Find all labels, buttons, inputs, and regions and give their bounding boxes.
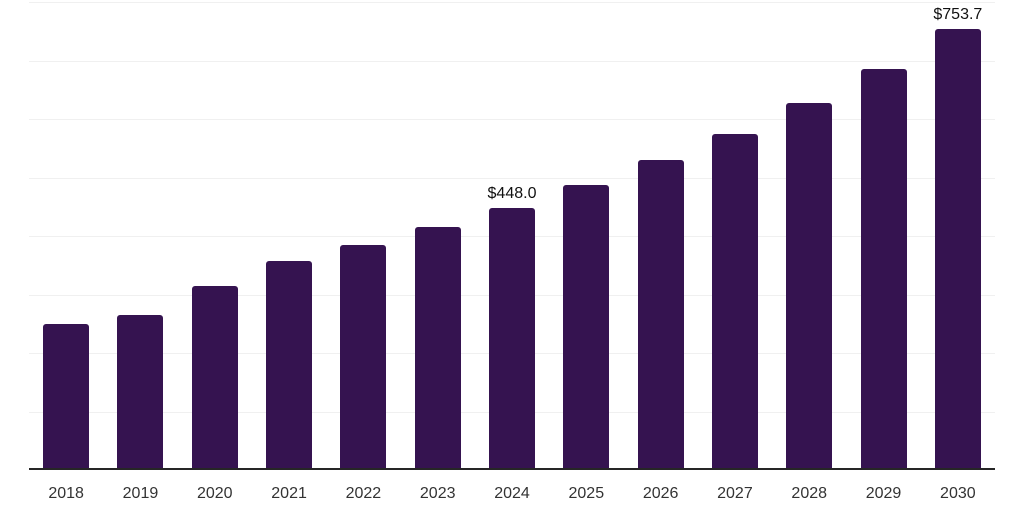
bar-2025 [563, 185, 610, 470]
x-tick-label-2028: 2028 [791, 485, 828, 502]
x-tick-label-2026: 2026 [642, 485, 679, 502]
x-tick-label-2020: 2020 [196, 485, 233, 502]
bar-2029 [860, 68, 907, 470]
plot-area: $448.0 $753.7 [29, 2, 995, 470]
bar-2026 [637, 159, 684, 470]
bar-2024 [489, 207, 535, 470]
x-tick-label-2027: 2027 [717, 485, 753, 502]
x-tick-label-2018: 2018 [48, 485, 84, 502]
bar-2018 [43, 324, 90, 470]
x-tick-label-2021: 2021 [271, 485, 307, 502]
x-tick-label-2024: 2024 [494, 485, 530, 502]
bar-2022 [340, 245, 387, 470]
gridline-700 [29, 60, 995, 62]
x-tick-label-2029: 2029 [865, 485, 902, 502]
x-axis-labels: 2018 2019 2020 2021 2022 2023 2024 2025 2026 2027… [29, 482, 995, 504]
bar-2023 [414, 227, 461, 470]
bar-2019 [117, 314, 164, 470]
x-tick-label-2025: 2025 [568, 485, 605, 502]
x-tick-label-2019: 2019 [122, 485, 159, 502]
gridline-600 [29, 119, 995, 120]
gridline-500 [29, 177, 995, 179]
bar-2021 [266, 261, 313, 470]
x-tick-label-2030: 2030 [940, 485, 976, 502]
bar-2027 [711, 133, 758, 470]
bar-value-label-2030: $753.7 [933, 6, 983, 24]
x-axis-line [29, 468, 995, 470]
gridline-800 [29, 2, 995, 3]
bar-value-label-2024: $448.0 [487, 184, 537, 202]
x-tick-label-2023: 2023 [419, 485, 456, 502]
bar-2028 [786, 102, 833, 470]
bar-2030 [934, 29, 981, 470]
x-tick-label-2022: 2022 [345, 485, 382, 502]
bar-2020 [191, 285, 238, 470]
